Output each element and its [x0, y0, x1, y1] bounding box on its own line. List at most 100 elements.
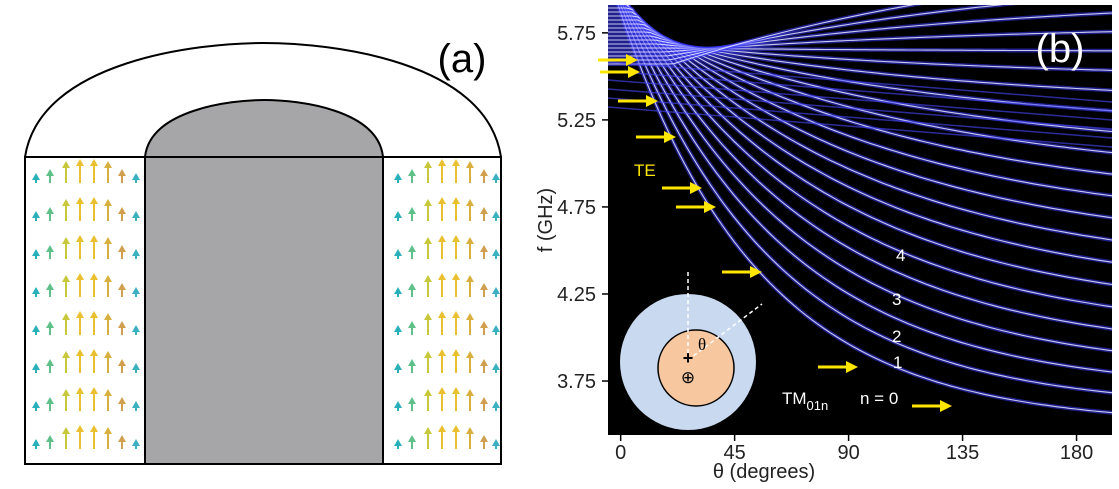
field-arrow-head [466, 199, 474, 206]
field-arrow-head [62, 275, 70, 282]
field-arrow-head [32, 211, 40, 218]
x-tick-label: 90 [837, 442, 859, 464]
mode-label: 2 [892, 327, 901, 346]
field-arrow-head [438, 311, 446, 318]
field-arrow-head [466, 351, 474, 358]
field-arrow-head [132, 249, 140, 256]
field-arrow-head [466, 427, 474, 434]
field-arrow-head [466, 275, 474, 282]
field-arrow-head [132, 211, 140, 218]
mode-curve [617, 5, 1112, 414]
field-arrow-head [492, 249, 500, 256]
mode-curve [608, 5, 915, 65]
mode-curve [608, 12, 1112, 57]
field-arrow-head [466, 389, 474, 396]
field-arrow-head [438, 159, 446, 166]
field-arrow-head [408, 207, 416, 214]
marker-arrow-head [628, 66, 640, 78]
field-arrow-head [394, 173, 402, 180]
x-tick-label: 0 [615, 442, 626, 464]
field-arrow-head [76, 197, 84, 204]
panel-b: (b) TE 4 3 2 1 n = 0 TM01n + ⊕ θ θ (degr… [535, 5, 1112, 483]
x-tick-label: 135 [946, 442, 979, 464]
field-arrow-head [480, 397, 488, 404]
marker-arrow-head [750, 266, 762, 278]
field-arrow-head [452, 235, 460, 242]
marker-arrow-head [690, 182, 702, 194]
field-arrow-head [424, 427, 432, 434]
field-arrow-head [118, 359, 126, 366]
field-arrow-head [452, 387, 460, 394]
field-arrow-head [452, 425, 460, 432]
field-arrow-head [118, 207, 126, 214]
mode-label: 4 [896, 246, 905, 265]
x-axis-label: θ (degrees) [713, 461, 815, 483]
x-tick-label: 45 [724, 442, 746, 464]
field-arrow-head [452, 311, 460, 318]
panel-label: (b) [1036, 27, 1085, 71]
marker-arrow-head [704, 201, 716, 213]
field-arrow-head [424, 237, 432, 244]
field-arrow-head [452, 197, 460, 204]
tm-label: TM01n [782, 389, 828, 413]
field-arrow-head [46, 283, 54, 290]
field-arrow-head [438, 235, 446, 242]
field-arrow-head [118, 169, 126, 176]
field-arrow-head [452, 349, 460, 356]
field-arrow-head [492, 363, 500, 370]
mode-curve [622, 5, 1112, 373]
te-line [608, 61, 1112, 103]
field-arrow-head [408, 283, 416, 290]
field-arrow-head [394, 325, 402, 332]
field-arrow-head [480, 245, 488, 252]
tm-sub: 01n [807, 398, 829, 413]
y-tick-label: 4.75 [557, 197, 596, 219]
field-arrow-head [62, 161, 70, 168]
mode-curve [626, 5, 1112, 286]
field-arrow-head [32, 401, 40, 408]
field-arrow-head [46, 321, 54, 328]
field-arrow-head [452, 273, 460, 280]
field-arrow-head [394, 439, 402, 446]
field-arrow-head [32, 325, 40, 332]
field-arrow-head [408, 397, 416, 404]
field-arrow-head [32, 363, 40, 370]
field-arrow-head [46, 359, 54, 366]
field-arrow-head [76, 311, 84, 318]
field-arrow-head [132, 401, 140, 408]
te-label: TE [634, 161, 656, 180]
field-arrow-head [76, 235, 84, 242]
y-tick-label: 5.75 [557, 23, 596, 45]
field-arrow-head [104, 427, 112, 434]
field-arrow-head [90, 197, 98, 204]
field-arrow-head [452, 159, 460, 166]
field-arrow-head [132, 363, 140, 370]
field-arrow-head [132, 439, 140, 446]
field-arrow-head [62, 389, 70, 396]
field-arrow-head [118, 397, 126, 404]
field-arrow-head [394, 287, 402, 294]
field-arrow-head [90, 387, 98, 394]
te-line [608, 70, 1112, 112]
field-arrow-head [466, 237, 474, 244]
inset-theta: θ [698, 335, 706, 354]
field-arrow-head [424, 389, 432, 396]
field-arrow-head [118, 245, 126, 252]
field-arrow-head [32, 249, 40, 256]
field-arrow-head [408, 245, 416, 252]
mode-curve [608, 31, 1112, 53]
field-arrow-head [408, 359, 416, 366]
field-arrow-head [118, 283, 126, 290]
y-axis-label: f (GHz) [535, 188, 557, 252]
field-arrow-head [90, 425, 98, 432]
field-arrow-head [46, 245, 54, 252]
field-arrow-head [104, 313, 112, 320]
marker-arrow-head [646, 95, 658, 107]
field-arrow-head [32, 439, 40, 446]
field-arrow-head [466, 161, 474, 168]
field-arrow-head [394, 249, 402, 256]
inset-ray [687, 303, 763, 361]
field-arrow-head [132, 325, 140, 332]
field-arrow-head [90, 349, 98, 356]
field-arrow-head [466, 313, 474, 320]
